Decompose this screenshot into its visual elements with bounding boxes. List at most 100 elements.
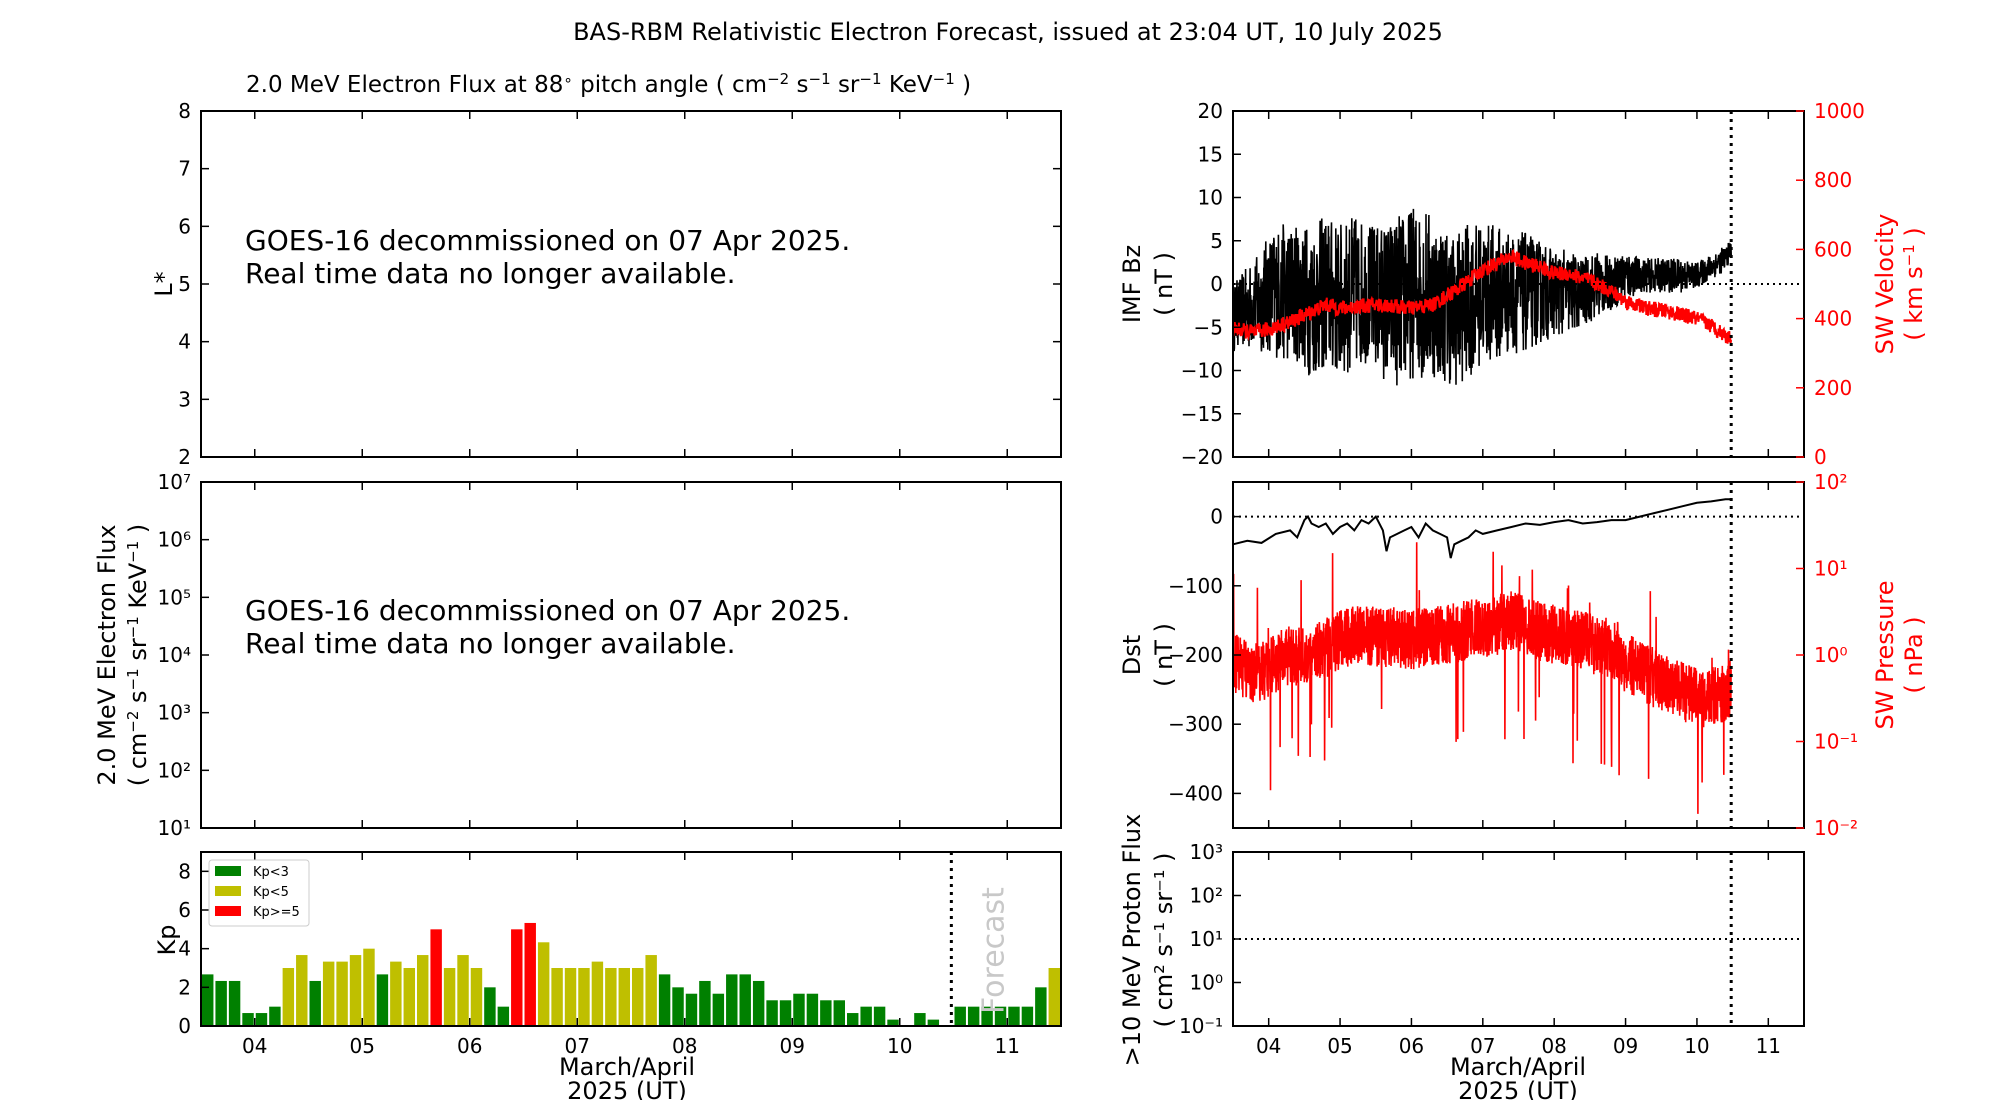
dst-ylabel-line2: ( nT )	[1150, 623, 1178, 687]
kp-bar	[457, 955, 469, 1026]
kp-bar	[994, 1006, 1007, 1026]
lstar-ylabel: L*	[150, 271, 178, 296]
kp-bar	[403, 968, 415, 1026]
dst-y-axis: −400 −300 −200 −100 0	[1168, 505, 1241, 805]
kp-bar	[658, 974, 671, 1026]
proton-xtick-label: 08	[1541, 1034, 1566, 1058]
lstar-ytick-label: 4	[178, 330, 191, 354]
proton-xtick-label: 06	[1399, 1034, 1424, 1058]
dst-x-axis	[1267, 482, 1770, 828]
lstar-y-axis: 2 3 4 5 6 7 8	[178, 99, 1061, 469]
kp-bar	[793, 993, 805, 1026]
swv-ytick-label: 1000	[1814, 99, 1865, 123]
kp-bar	[322, 961, 335, 1026]
kp-xtick-label: 09	[780, 1034, 805, 1058]
kp-xtick-label: 10	[887, 1034, 912, 1058]
imf-ytick-label: −20	[1181, 445, 1223, 469]
lstar-title-part-b: pitch angle ( cm	[573, 72, 767, 98]
proton-ylabel-line2: ( cm² s⁻¹ sr⁻¹ )	[1150, 853, 1178, 1028]
imf-ytick-label: 5	[1210, 229, 1223, 253]
swp-ytick-label: 10⁻¹	[1814, 730, 1858, 754]
swp-ytick-label: 10¹	[1814, 557, 1847, 581]
swv-ytick-label: 600	[1814, 237, 1852, 261]
right-xlabel-line2: 2025 (UT)	[1458, 1077, 1578, 1100]
kp-bar	[336, 961, 348, 1026]
kp-panel: 0 2 4 6 8 04 05 06 07 08 09 10 11 Forecast Kp Kp<3 …	[153, 851, 1062, 1100]
eflux-ytick-label: 10⁶	[158, 528, 191, 552]
lstar-ytick-label: 2	[178, 445, 191, 469]
kp-bar	[578, 968, 590, 1026]
dst-data	[1232, 498, 1732, 814]
kp-bar	[887, 1019, 899, 1026]
kp-bar	[981, 1006, 993, 1026]
kp-bar	[1008, 1006, 1020, 1026]
kp-bar	[618, 968, 630, 1026]
lstar-ytick-label: 3	[178, 387, 191, 411]
kp-bar	[551, 968, 563, 1026]
kp-bar	[632, 968, 644, 1026]
kp-bar	[484, 987, 496, 1026]
kp-bar	[390, 961, 402, 1026]
kp-legend-label-mid: Kp<5	[253, 885, 289, 900]
kp-bar	[779, 1000, 792, 1026]
kp-bar	[309, 980, 321, 1026]
kp-bar	[202, 974, 214, 1026]
kp-bar	[564, 968, 577, 1026]
imf-ytick-label: −15	[1181, 402, 1223, 426]
eflux-ytick-label: 10⁷	[158, 470, 191, 494]
kp-bar	[470, 968, 483, 1026]
lstar-notice-line2: Real time data no longer available.	[245, 257, 736, 290]
swv-ytick-label: 800	[1814, 168, 1852, 192]
kp-bar	[645, 955, 657, 1026]
kp-bar	[443, 968, 456, 1026]
kp-bar	[255, 1013, 268, 1026]
kp-bar	[739, 974, 751, 1026]
eflux-notice-line1: GOES-16 decommissioned on 07 Apr 2025.	[245, 594, 850, 627]
kp-bar	[860, 1006, 872, 1026]
kp-bar	[833, 1000, 845, 1026]
kp-bar	[497, 1006, 510, 1026]
proton-ytick-label: 10⁰	[1190, 971, 1223, 995]
left-xlabel-line2: 2025 (UT)	[567, 1077, 687, 1100]
proton-xtick-label: 05	[1327, 1034, 1352, 1058]
kp-xtick-label: 04	[242, 1034, 267, 1058]
swv-ytick-label: 400	[1814, 307, 1852, 331]
imf-ylabel-line2: ( nT )	[1150, 252, 1178, 316]
kp-bar	[672, 987, 684, 1026]
proton-ytick-label: 10¹	[1190, 927, 1223, 951]
kp-legend-swatch-mid	[215, 886, 241, 896]
kp-legend-label-high: Kp>=5	[253, 905, 300, 920]
imf-x-axis	[1267, 111, 1770, 457]
imf-ytick-label: −10	[1181, 359, 1223, 383]
imf-ytick-label: 10	[1198, 186, 1223, 210]
proton-ytick-label: 10³	[1190, 840, 1223, 864]
proton-xtick-label: 09	[1613, 1034, 1638, 1058]
kp-forecast-label: Forecast	[976, 887, 1011, 1014]
lstar-panel: 2.0 MeV Electron Flux at 88∘ pitch angle…	[150, 70, 1062, 469]
proton-ylabel-line1: >10 MeV Proton Flux	[1118, 814, 1146, 1067]
kp-plot-frame	[200, 851, 1062, 1027]
eflux-ylabel-line1: 2.0 MeV Electron Flux	[93, 524, 121, 785]
proton-ytick-label: 10⁻¹	[1179, 1014, 1223, 1038]
kp-bar	[873, 1006, 886, 1026]
kp-bar	[847, 1013, 859, 1026]
imf-panel: −20 −15 −10 −5 0 5 10 15 20 0 200 400 600 800 1000 IM…	[1118, 99, 1928, 469]
kp-ylabel: Kp	[153, 925, 181, 956]
swp-ytick-label: 10²	[1814, 470, 1847, 494]
kp-bar	[269, 1006, 281, 1026]
imf-ylabel-line1: IMF Bz	[1118, 245, 1146, 323]
proton-xtick-label: 11	[1756, 1034, 1781, 1058]
figure-title: BAS-RBM Relativistic Electron Forecast, …	[573, 18, 1443, 46]
eflux-x-axis	[254, 482, 1008, 828]
kp-bar	[766, 1000, 778, 1026]
kp-bar	[605, 968, 617, 1026]
kp-bar	[417, 955, 429, 1026]
lstar-ytick-label: 7	[178, 157, 191, 181]
kp-xtick-label: 11	[995, 1034, 1020, 1058]
kp-x-axis: 04 05 06 07 08 09 10 11	[242, 852, 1020, 1058]
kp-bar	[927, 1019, 940, 1026]
eflux-ytick-label: 10²	[158, 758, 191, 782]
proton-ytick-label: 10²	[1190, 884, 1223, 908]
kp-bar	[1021, 1006, 1034, 1026]
sw-pressure-series	[1232, 542, 1732, 814]
